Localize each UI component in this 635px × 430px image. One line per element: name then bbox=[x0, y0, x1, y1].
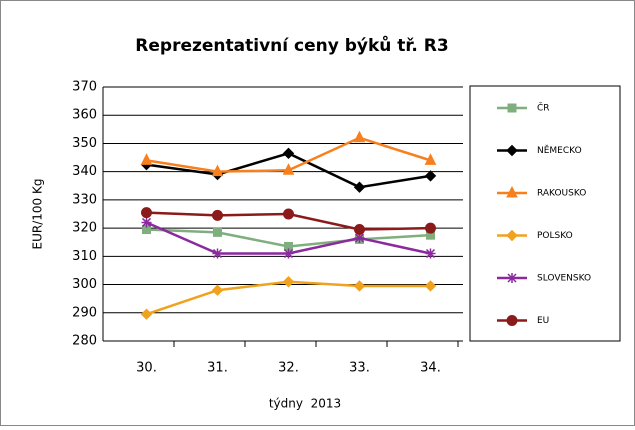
marker bbox=[140, 153, 153, 165]
y-tick-label: 350 bbox=[72, 136, 97, 151]
y-tick-label: 310 bbox=[72, 249, 97, 264]
y-axis-label: EUR/100 Kg bbox=[31, 179, 45, 250]
x-tick-label: 33. bbox=[349, 361, 370, 376]
marker bbox=[424, 153, 437, 165]
marker bbox=[212, 209, 223, 221]
marker bbox=[425, 222, 436, 234]
y-tick-label: 280 bbox=[72, 334, 97, 349]
y-tick-label: 320 bbox=[72, 221, 97, 236]
legend-label: POLSKO bbox=[537, 231, 573, 241]
y-tick-label: 300 bbox=[72, 277, 97, 292]
marker bbox=[283, 208, 294, 220]
marker bbox=[282, 147, 295, 160]
marker bbox=[424, 280, 437, 292]
legend-box bbox=[469, 85, 621, 342]
y-tick-label: 340 bbox=[72, 164, 97, 179]
marker bbox=[354, 232, 365, 243]
marker bbox=[507, 103, 517, 113]
x-axis-label: týdny 2013 bbox=[269, 397, 341, 411]
marker bbox=[507, 273, 517, 283]
marker bbox=[212, 248, 223, 259]
marker bbox=[282, 163, 295, 175]
marker bbox=[506, 144, 518, 157]
y-tick-label: 330 bbox=[72, 192, 97, 207]
marker bbox=[141, 217, 152, 228]
marker bbox=[213, 227, 222, 237]
x-tick-label: 32. bbox=[278, 361, 299, 376]
marker bbox=[282, 276, 295, 288]
legend-label: EU bbox=[537, 316, 549, 326]
marker bbox=[424, 170, 437, 182]
marker bbox=[141, 207, 152, 219]
marker bbox=[353, 130, 366, 143]
marker bbox=[353, 181, 366, 193]
marker bbox=[506, 315, 518, 326]
x-tick-label: 34. bbox=[420, 361, 441, 376]
marker bbox=[140, 308, 153, 320]
marker bbox=[354, 224, 365, 236]
marker bbox=[506, 185, 518, 198]
marker bbox=[506, 229, 518, 242]
marker bbox=[211, 164, 224, 177]
legend-label: ČR bbox=[537, 102, 550, 114]
y-tick-label: 290 bbox=[72, 305, 97, 320]
marker bbox=[283, 248, 294, 259]
x-tick-label: 31. bbox=[207, 361, 228, 376]
legend-label: RAKOUSKO bbox=[537, 189, 586, 199]
x-tick-label: 30. bbox=[136, 361, 157, 376]
legend-label: NĚMECKO bbox=[537, 144, 582, 156]
marker bbox=[353, 280, 366, 292]
marker bbox=[425, 248, 436, 259]
chart-title: Reprezentativní ceny býků tř. R3 bbox=[135, 34, 448, 56]
y-tick-label: 370 bbox=[72, 80, 97, 95]
marker bbox=[211, 284, 224, 296]
legend-label: SLOVENSKO bbox=[537, 274, 591, 284]
y-tick-label: 360 bbox=[72, 108, 97, 123]
